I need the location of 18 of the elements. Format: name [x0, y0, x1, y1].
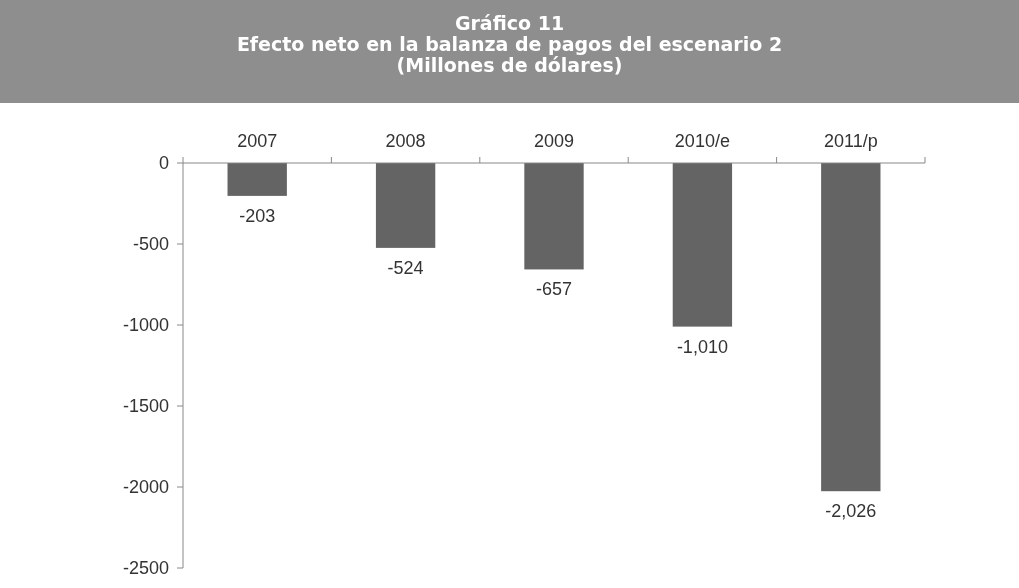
x-tick-label: 2011/p [823, 131, 878, 151]
y-tick-label: -500 [132, 234, 169, 255]
data-label: -2,026 [825, 501, 877, 522]
y-tick-label: 0 [158, 153, 169, 174]
data-label: -524 [387, 257, 424, 278]
y-tick-label: -1000 [122, 315, 169, 336]
y-tick-label: -2500 [122, 558, 169, 579]
data-label: -657 [535, 279, 573, 300]
data-label: -203 [239, 205, 276, 226]
data-label: -1,010 [676, 336, 728, 357]
x-tick-label: 2010/e [674, 131, 730, 151]
y-tick-label: -2000 [122, 477, 169, 498]
y-tick-label: -1500 [122, 396, 169, 417]
chart-subtitle: (Millones de dólares) [396, 54, 623, 76]
x-tick-label: 2008 [385, 131, 426, 151]
x-tick-label: 2009 [533, 131, 575, 151]
chart-title: Gráfico 11 Efecto neto en la balanza de pagos del escenario 2 [236, 12, 783, 55]
x-tick-label: 2007 [237, 131, 278, 151]
